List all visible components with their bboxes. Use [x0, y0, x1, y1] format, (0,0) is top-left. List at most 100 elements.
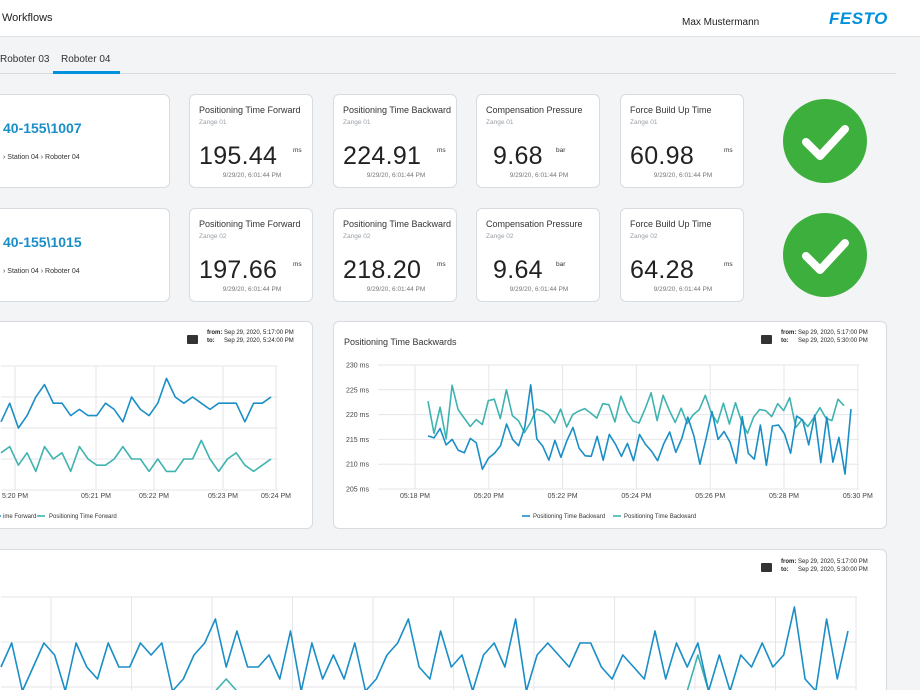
device-path: › Station 04 › Roboter 04: [3, 268, 80, 275]
device-id: 40-155\1015: [3, 234, 82, 250]
kpi-timestamp: 9/29/20, 6:01:44 PM: [222, 286, 282, 293]
kpi-title: Force Build Up Time: [630, 105, 712, 115]
check-icon: [783, 213, 867, 297]
device-card[interactable]: 40-155\1007 › Station 04 › Roboter 04: [0, 94, 170, 188]
date-range: from: Sep 29, 2020, 5:17:00 PM to: Sep 29,…: [781, 558, 868, 574]
kpi-timestamp: 9/29/20, 6:01:44 PM: [509, 286, 569, 293]
y-tick-label: 220 ms: [346, 412, 369, 419]
x-tick-label: 05:30 PM: [843, 493, 873, 500]
y-tick-label: 225 ms: [346, 387, 369, 394]
kpi-card-positioning-forward[interactable]: Positioning Time Forward Zange 02 197.66…: [189, 208, 313, 302]
y-tick-label: 210 ms: [346, 462, 369, 469]
x-tick-label: 5:20 PM: [2, 493, 28, 500]
kpi-timestamp: 9/29/20, 6:01:44 PM: [366, 172, 426, 179]
chart-svg: [0, 596, 857, 690]
kpi-timestamp: 9/29/20, 6:01:44 PM: [509, 172, 569, 179]
kpi-value: 197.66: [199, 256, 278, 284]
kpi-subtitle: Zange 02: [199, 233, 227, 240]
kpi-title: Compensation Pressure: [486, 219, 583, 229]
kpi-unit: bar: [556, 147, 566, 154]
kpi-unit: ms: [293, 261, 302, 268]
y-tick-label: 205 ms: [346, 487, 369, 494]
kpi-value: 9.64: [493, 256, 543, 284]
user-name[interactable]: Max Mustermann: [682, 17, 760, 28]
kpi-title: Positioning Time Forward: [199, 105, 301, 115]
chart-svg: 230 ms 225 ms 220 ms 215 ms 210 ms 205 ms 05:1…: [346, 363, 873, 521]
kpi-unit: ms: [437, 261, 446, 268]
kpi-card-force-build-up[interactable]: Force Build Up Time Zange 02 64.28 ms 9/…: [620, 208, 744, 302]
date-range: from: Sep 29, 2020, 5:17:00 PM to: Sep 29,…: [781, 329, 868, 345]
x-tick-label: 05:20 PM: [474, 493, 504, 500]
kpi-timestamp: 9/29/20, 6:01:44 PM: [653, 286, 713, 293]
kpi-value: 218.20: [343, 256, 422, 284]
kpi-title: Positioning Time Backward: [343, 219, 452, 229]
from-date: Sep 29, 2020, 5:17:00 PM: [224, 330, 294, 336]
kpi-unit: ms: [724, 147, 733, 154]
chart-title: Positioning Time Backwards: [344, 337, 457, 347]
app-title[interactable]: Workflows: [2, 12, 53, 24]
kpi-subtitle: Zange 01: [486, 119, 514, 126]
chart-svg: 5:20 PM 05:21 PM 05:22 PM 05:23 PM 05:24 PM i…: [0, 365, 291, 520]
kpi-unit: ms: [437, 147, 446, 154]
active-tab-indicator: [53, 71, 120, 74]
to-label: to:: [207, 338, 215, 344]
calendar-icon[interactable]: [761, 563, 772, 572]
kpi-card-positioning-backward[interactable]: Positioning Time Backward Zange 02 218.2…: [333, 208, 457, 302]
kpi-unit: bar: [556, 261, 566, 268]
kpi-card-force-build-up[interactable]: Force Build Up Time Zange 01 60.98 ms 9/…: [620, 94, 744, 188]
from-label: from:: [781, 559, 797, 565]
to-date: Sep 29, 2020, 5:24:00 PM: [224, 338, 294, 344]
tab-roboter-04[interactable]: Roboter 04: [61, 54, 111, 65]
kpi-value: 9.68: [493, 142, 543, 170]
x-tick-label: 05:28 PM: [769, 493, 799, 500]
series-line: [427, 384, 845, 440]
kpi-card-compensation-pressure[interactable]: Compensation Pressure Zange 01 9.68 bar …: [476, 94, 600, 188]
to-date: Sep 29, 2020, 5:30:00 PM: [798, 338, 868, 344]
kpi-subtitle: Zange 02: [630, 233, 658, 240]
from-label: from:: [207, 330, 223, 336]
legend-label: ime Forward: [3, 514, 36, 520]
x-tick-label: 05:24 PM: [621, 493, 651, 500]
x-tick-label: 05:24 PM: [261, 493, 291, 500]
tabs-divider: [0, 73, 896, 74]
tab-roboter-03[interactable]: Roboter 03: [0, 54, 50, 65]
x-tick-label: 05:22 PM: [548, 493, 578, 500]
chart-positioning-time-backwards[interactable]: Positioning Time Backwards 230 ms 225 ms 2…: [333, 321, 887, 529]
kpi-subtitle: Zange 02: [343, 233, 371, 240]
series-line: [427, 383, 852, 475]
device-path: › Station 04 › Roboter 04: [3, 154, 80, 161]
kpi-unit: ms: [724, 261, 733, 268]
date-range: from: Sep 29, 2020, 5:17:00 PM to: Sep 29,…: [207, 329, 294, 345]
kpi-value: 64.28: [630, 256, 695, 284]
kpi-subtitle: Zange 01: [343, 119, 371, 126]
kpi-timestamp: 9/29/20, 6:01:44 PM: [222, 172, 282, 179]
x-tick-label: 05:23 PM: [208, 493, 238, 500]
y-tick-label: 215 ms: [346, 437, 369, 444]
from-date: Sep 29, 2020, 5:17:00 PM: [798, 330, 868, 336]
to-label: to:: [781, 338, 789, 344]
kpi-value: 195.44: [199, 142, 278, 170]
series-line: [0, 439, 272, 473]
chart-bottom[interactable]: [0, 549, 887, 690]
calendar-icon[interactable]: [187, 335, 198, 344]
kpi-subtitle: Zange 01: [199, 119, 227, 126]
festo-logo[interactable]: FESTO: [829, 9, 888, 28]
kpi-card-positioning-forward[interactable]: Positioning Time Forward Zange 01 195.44…: [189, 94, 313, 188]
calendar-icon[interactable]: [761, 335, 772, 344]
top-bar: Workflows Max Mustermann FESTO: [0, 0, 920, 37]
device-card[interactable]: 40-155\1015 › Station 04 › Roboter 04: [0, 208, 170, 302]
kpi-card-compensation-pressure[interactable]: Compensation Pressure Zange 02 9.64 bar …: [476, 208, 600, 302]
chart-positioning-time-forward[interactable]: 5:20 PM 05:21 PM 05:22 PM 05:23 PM 05:24 PM i…: [0, 321, 313, 529]
y-tick-label: 230 ms: [346, 363, 369, 370]
kpi-title: Force Build Up Time: [630, 219, 712, 229]
kpi-value: 224.91: [343, 142, 422, 170]
kpi-title: Compensation Pressure: [486, 105, 583, 115]
kpi-value: 60.98: [630, 142, 695, 170]
x-tick-label: 05:26 PM: [695, 493, 725, 500]
kpi-card-positioning-backward[interactable]: Positioning Time Backward Zange 01 224.9…: [333, 94, 457, 188]
from-date: Sep 29, 2020, 5:17:00 PM: [798, 559, 868, 565]
series-line: [0, 377, 272, 429]
kpi-subtitle: Zange 02: [486, 233, 514, 240]
kpi-timestamp: 9/29/20, 6:01:44 PM: [366, 286, 426, 293]
legend-label: Positioning Time Backward: [624, 514, 696, 520]
